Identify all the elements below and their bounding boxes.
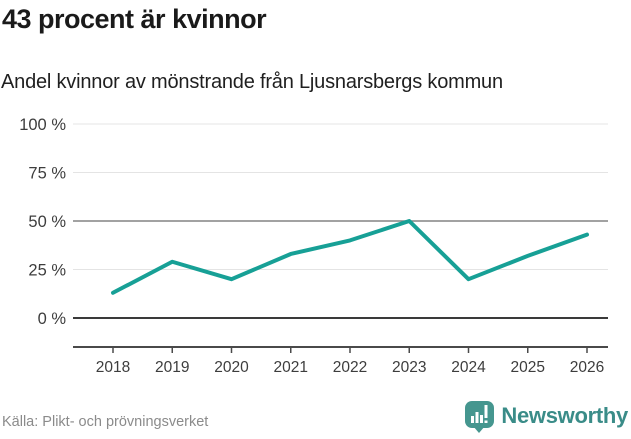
y-tick-label-100: 100 % — [19, 116, 66, 134]
x-tick-label-2020: 2020 — [214, 359, 249, 376]
logo-bar-1 — [471, 416, 475, 423]
y-tick-label-50: 50 % — [28, 213, 66, 231]
chart-subtitle: Andel kvinnor av mönstrande från Ljusnar… — [1, 71, 503, 93]
x-tick-label-2023: 2023 — [392, 359, 426, 376]
x-tick-label-2018: 2018 — [96, 359, 130, 376]
y-tick-label-75: 75 % — [28, 164, 66, 182]
newsworthy-brand: Newsworthy — [465, 400, 628, 436]
line-chart: 0 % 25 % 50 % 75 % 100 % 2018 2019 2020 2021 2022… — [0, 110, 631, 390]
y-tick-label-25: 25 % — [28, 261, 66, 279]
x-tick-label-2021: 2021 — [274, 359, 308, 376]
newsworthy-logo-icon — [465, 401, 495, 433]
x-tick-label-2022: 2022 — [333, 359, 367, 376]
logo-exclamation-bar — [484, 405, 488, 418]
x-tick-label-2025: 2025 — [511, 359, 545, 376]
line-chart-canvas: 0 % 25 % 50 % 75 % 100 % 2018 2019 2020 2021 2022… — [19, 116, 608, 376]
logo-bubble — [465, 401, 495, 428]
logo-bar-3 — [480, 415, 484, 423]
x-tick-label-2024: 2024 — [451, 359, 486, 376]
logo-bubble-tail — [473, 426, 486, 433]
source-caption: Källa: Plikt- och prövningsverket — [2, 414, 209, 430]
newsworthy-wordmark: Newsworthy — [501, 403, 628, 428]
y-tick-label-0: 0 % — [38, 310, 67, 328]
x-tick-label-2019: 2019 — [155, 359, 189, 376]
data-line-andel-kvinnor-av-mönstrande — [111, 219, 589, 295]
logo-exclamation-dot — [484, 420, 488, 423]
chart-title: 43 procent är kvinnor — [2, 4, 267, 34]
logo-bar-2 — [475, 412, 479, 423]
x-tick-label-2026: 2026 — [570, 359, 604, 376]
